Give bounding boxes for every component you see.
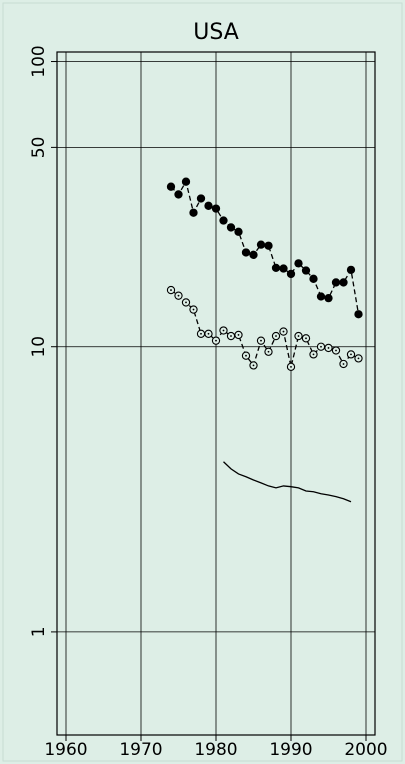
point-center [320, 345, 322, 348]
point-center [267, 350, 270, 353]
y-tick-label: 10 [29, 336, 49, 358]
point [189, 208, 198, 217]
point [181, 177, 191, 186]
point-center [357, 357, 360, 360]
point-center [230, 335, 232, 337]
y-tick-label: 1 [29, 626, 49, 637]
point [346, 265, 356, 275]
chart-title: USA [193, 20, 239, 45]
series-line [223, 461, 352, 503]
point [301, 266, 311, 275]
point [316, 292, 326, 301]
point-center [237, 334, 240, 336]
point-center [215, 339, 217, 342]
point [339, 278, 348, 287]
point-center [200, 332, 202, 335]
point [174, 190, 183, 199]
point [286, 269, 296, 279]
x-tick-label: 1960 [44, 740, 87, 760]
point-center [342, 363, 345, 365]
point-center [245, 354, 247, 357]
point [264, 241, 273, 250]
point-center [350, 353, 352, 356]
point-center [297, 335, 300, 337]
point-center [312, 353, 315, 356]
point [219, 216, 228, 225]
point-center [177, 294, 180, 297]
point [234, 227, 243, 236]
point-center [282, 330, 285, 333]
point-center [327, 347, 330, 349]
point-center [335, 349, 337, 352]
point [241, 248, 251, 257]
point [279, 264, 288, 273]
point-center [207, 332, 210, 335]
point-center [275, 335, 277, 337]
point-center [192, 308, 195, 311]
point [211, 204, 221, 213]
x-tick-label: 1980 [194, 740, 237, 760]
point [204, 201, 213, 210]
point-center [252, 364, 255, 367]
x-tick-label: 1970 [119, 740, 162, 760]
y-tick-label: 50 [29, 137, 49, 159]
point-center [290, 365, 292, 368]
point [196, 194, 206, 203]
point [226, 223, 236, 232]
point [256, 240, 266, 249]
point-center [305, 337, 307, 340]
point-center [222, 329, 225, 332]
point [249, 250, 258, 259]
point [271, 263, 281, 273]
x-tick-label: 1990 [269, 740, 312, 760]
point-center [260, 339, 262, 342]
y-tick-label: 100 [29, 45, 49, 77]
point [309, 274, 318, 283]
point [294, 259, 303, 268]
point-center [170, 289, 172, 291]
point [331, 278, 341, 287]
point [354, 310, 363, 319]
point [166, 182, 176, 191]
x-tick-label: 2000 [344, 740, 387, 760]
point-center [185, 301, 187, 304]
point [324, 294, 333, 303]
